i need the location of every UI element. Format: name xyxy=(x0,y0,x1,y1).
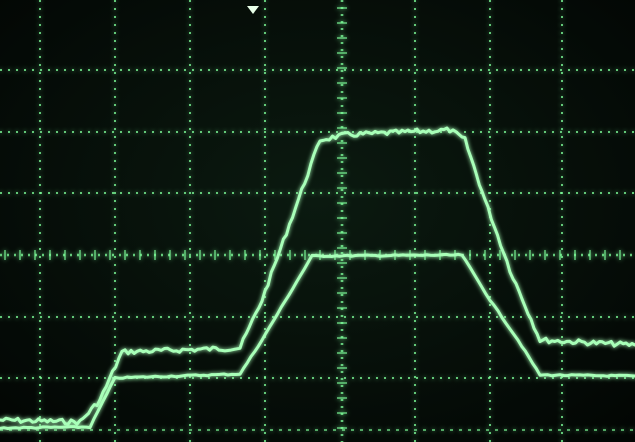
trigger-marker-icon xyxy=(247,6,259,14)
signal-trace-lower xyxy=(0,252,635,430)
signal-trace-upper xyxy=(0,126,635,426)
